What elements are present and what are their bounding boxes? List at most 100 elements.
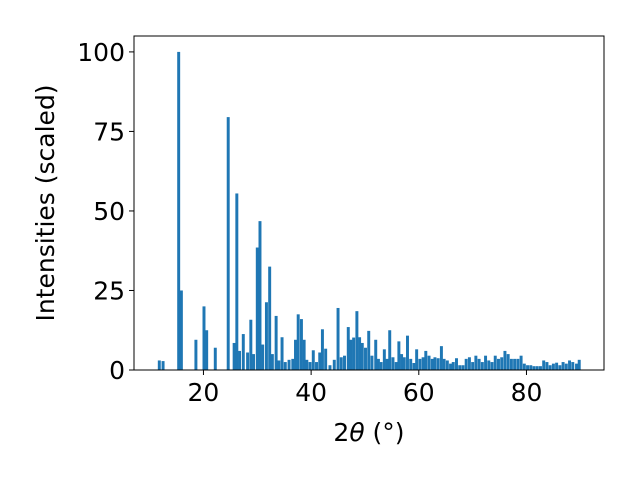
bar — [484, 355, 488, 370]
bar — [238, 350, 241, 370]
bar — [542, 360, 546, 370]
bar — [421, 357, 425, 370]
bar — [545, 362, 549, 370]
bar — [296, 314, 300, 370]
bar — [277, 360, 281, 370]
bar — [519, 355, 523, 370]
bar — [474, 355, 478, 370]
bar — [264, 302, 268, 370]
bar — [427, 355, 431, 370]
bar — [249, 319, 253, 370]
bar — [299, 319, 303, 370]
bar — [328, 365, 332, 370]
bar — [360, 342, 364, 370]
bar — [571, 362, 575, 370]
bar — [449, 363, 453, 370]
bar — [532, 366, 536, 370]
bar — [302, 339, 306, 370]
bar — [349, 339, 353, 370]
bar — [568, 360, 572, 370]
bar — [561, 362, 565, 370]
bar — [455, 358, 458, 370]
bar — [522, 363, 526, 370]
bar — [376, 358, 380, 370]
bar — [287, 359, 291, 370]
y-axis-label: Intensities (scaled) — [31, 84, 60, 321]
bar — [493, 355, 497, 370]
bar — [424, 350, 428, 370]
bar — [538, 366, 542, 370]
bar — [436, 358, 440, 370]
bar — [318, 352, 322, 370]
x-tick-label: 80 — [511, 378, 543, 407]
bar — [332, 359, 336, 370]
bar — [577, 359, 581, 370]
bar — [526, 365, 530, 370]
bar — [177, 51, 181, 371]
y-tick-label: 25 — [93, 276, 125, 305]
bar — [516, 358, 520, 370]
bar — [430, 358, 434, 370]
bar — [487, 360, 491, 370]
bar — [367, 330, 371, 370]
plot-frame — [133, 35, 605, 371]
bar — [406, 335, 409, 370]
bar — [161, 361, 165, 370]
bar — [291, 358, 295, 370]
bar — [458, 365, 462, 370]
bar — [343, 355, 346, 370]
bar — [471, 362, 475, 370]
bar — [352, 337, 356, 370]
bar — [464, 358, 468, 370]
bar — [261, 344, 265, 370]
y-tick-label: 0 — [109, 356, 125, 385]
bar — [324, 348, 328, 370]
bar — [255, 247, 259, 370]
bar — [513, 358, 517, 370]
bar — [445, 360, 449, 370]
ticks-group: 20 40 60 80 0 25 50 75 100 — [77, 38, 542, 407]
bar — [503, 350, 507, 370]
bar — [558, 365, 562, 370]
bar — [258, 221, 262, 370]
bar — [575, 363, 579, 370]
bar — [490, 362, 494, 370]
bar — [226, 117, 230, 370]
x-axis-label-unit: (°) — [365, 418, 405, 447]
bar — [374, 339, 378, 370]
bar — [235, 193, 239, 370]
bar — [402, 357, 406, 370]
bar — [412, 363, 416, 370]
bar — [400, 354, 404, 370]
bar — [311, 350, 315, 370]
x-axis-label-prefix: 2 — [333, 418, 349, 447]
bar — [500, 357, 504, 370]
bar — [294, 339, 297, 370]
bar — [451, 362, 455, 370]
bar — [439, 346, 443, 370]
bar — [308, 362, 312, 370]
bar — [418, 358, 422, 370]
bar — [346, 327, 350, 370]
bar — [370, 355, 374, 370]
bar — [397, 341, 401, 370]
bar — [202, 306, 206, 370]
bar — [379, 362, 383, 370]
x-axis-label-symbol: θ — [349, 418, 364, 447]
bar — [394, 362, 398, 370]
bar — [548, 365, 552, 370]
bar — [415, 349, 419, 370]
bar — [480, 362, 484, 370]
bar — [391, 357, 395, 370]
bar — [339, 357, 343, 370]
bar — [336, 307, 340, 370]
x-axis-label: 2θ (°) — [333, 418, 404, 447]
bar — [241, 334, 245, 370]
bar — [461, 365, 465, 370]
bar — [358, 337, 362, 370]
bar — [315, 362, 318, 370]
bar — [283, 362, 287, 370]
bar — [305, 359, 309, 370]
bar — [246, 352, 250, 370]
